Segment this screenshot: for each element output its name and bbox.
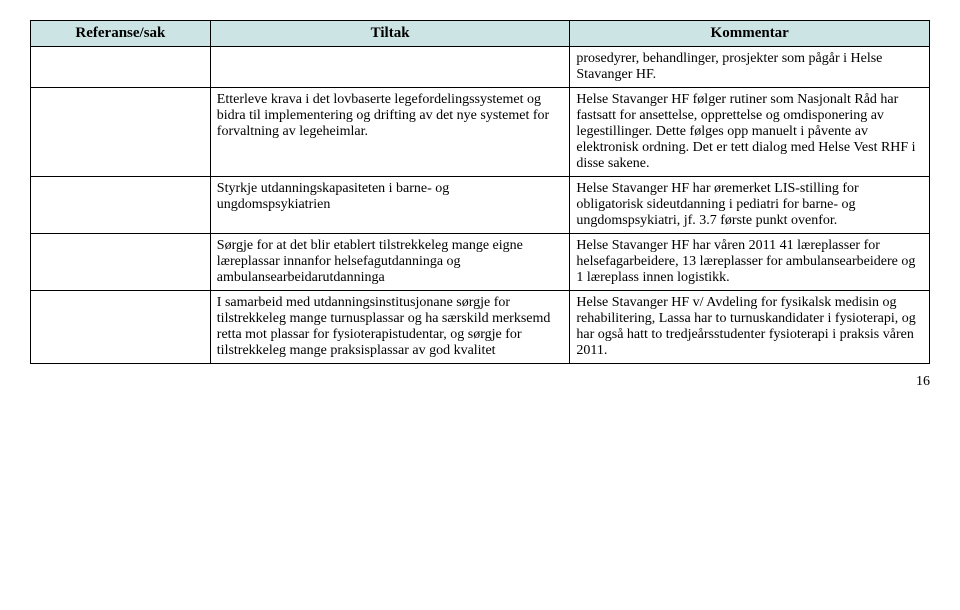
cell-tiltak: Etterleve krava i det lovbaserte legefor… (210, 88, 570, 177)
header-kommentar: Kommentar (570, 21, 930, 47)
table-row: I samarbeid med utdanningsinstitusjonane… (31, 291, 930, 364)
cell-tiltak: Sørgje for at det blir etablert tilstrek… (210, 234, 570, 291)
table-row: prosedyrer, behandlinger, prosjekter som… (31, 47, 930, 88)
table-header-row: Referanse/sak Tiltak Kommentar (31, 21, 930, 47)
header-referanse: Referanse/sak (31, 21, 211, 47)
cell-kommentar: Helse Stavanger HF følger rutiner som Na… (570, 88, 930, 177)
cell-kommentar: Helse Stavanger HF v/ Avdeling for fysik… (570, 291, 930, 364)
document-table: Referanse/sak Tiltak Kommentar prosedyre… (30, 20, 930, 364)
cell-tiltak: Styrkje utdanningskapasiteten i barne- o… (210, 177, 570, 234)
cell-ref (31, 47, 211, 88)
cell-ref (31, 88, 211, 177)
cell-ref (31, 177, 211, 234)
cell-kommentar: Helse Stavanger HF har øremerket LIS-sti… (570, 177, 930, 234)
cell-kommentar: prosedyrer, behandlinger, prosjekter som… (570, 47, 930, 88)
cell-kommentar: Helse Stavanger HF har våren 2011 41 lær… (570, 234, 930, 291)
cell-ref (31, 291, 211, 364)
cell-tiltak (210, 47, 570, 88)
header-tiltak: Tiltak (210, 21, 570, 47)
table-row: Etterleve krava i det lovbaserte legefor… (31, 88, 930, 177)
table-row: Styrkje utdanningskapasiteten i barne- o… (31, 177, 930, 234)
cell-ref (31, 234, 211, 291)
table-row: Sørgje for at det blir etablert tilstrek… (31, 234, 930, 291)
cell-tiltak: I samarbeid med utdanningsinstitusjonane… (210, 291, 570, 364)
page-number: 16 (30, 374, 930, 390)
